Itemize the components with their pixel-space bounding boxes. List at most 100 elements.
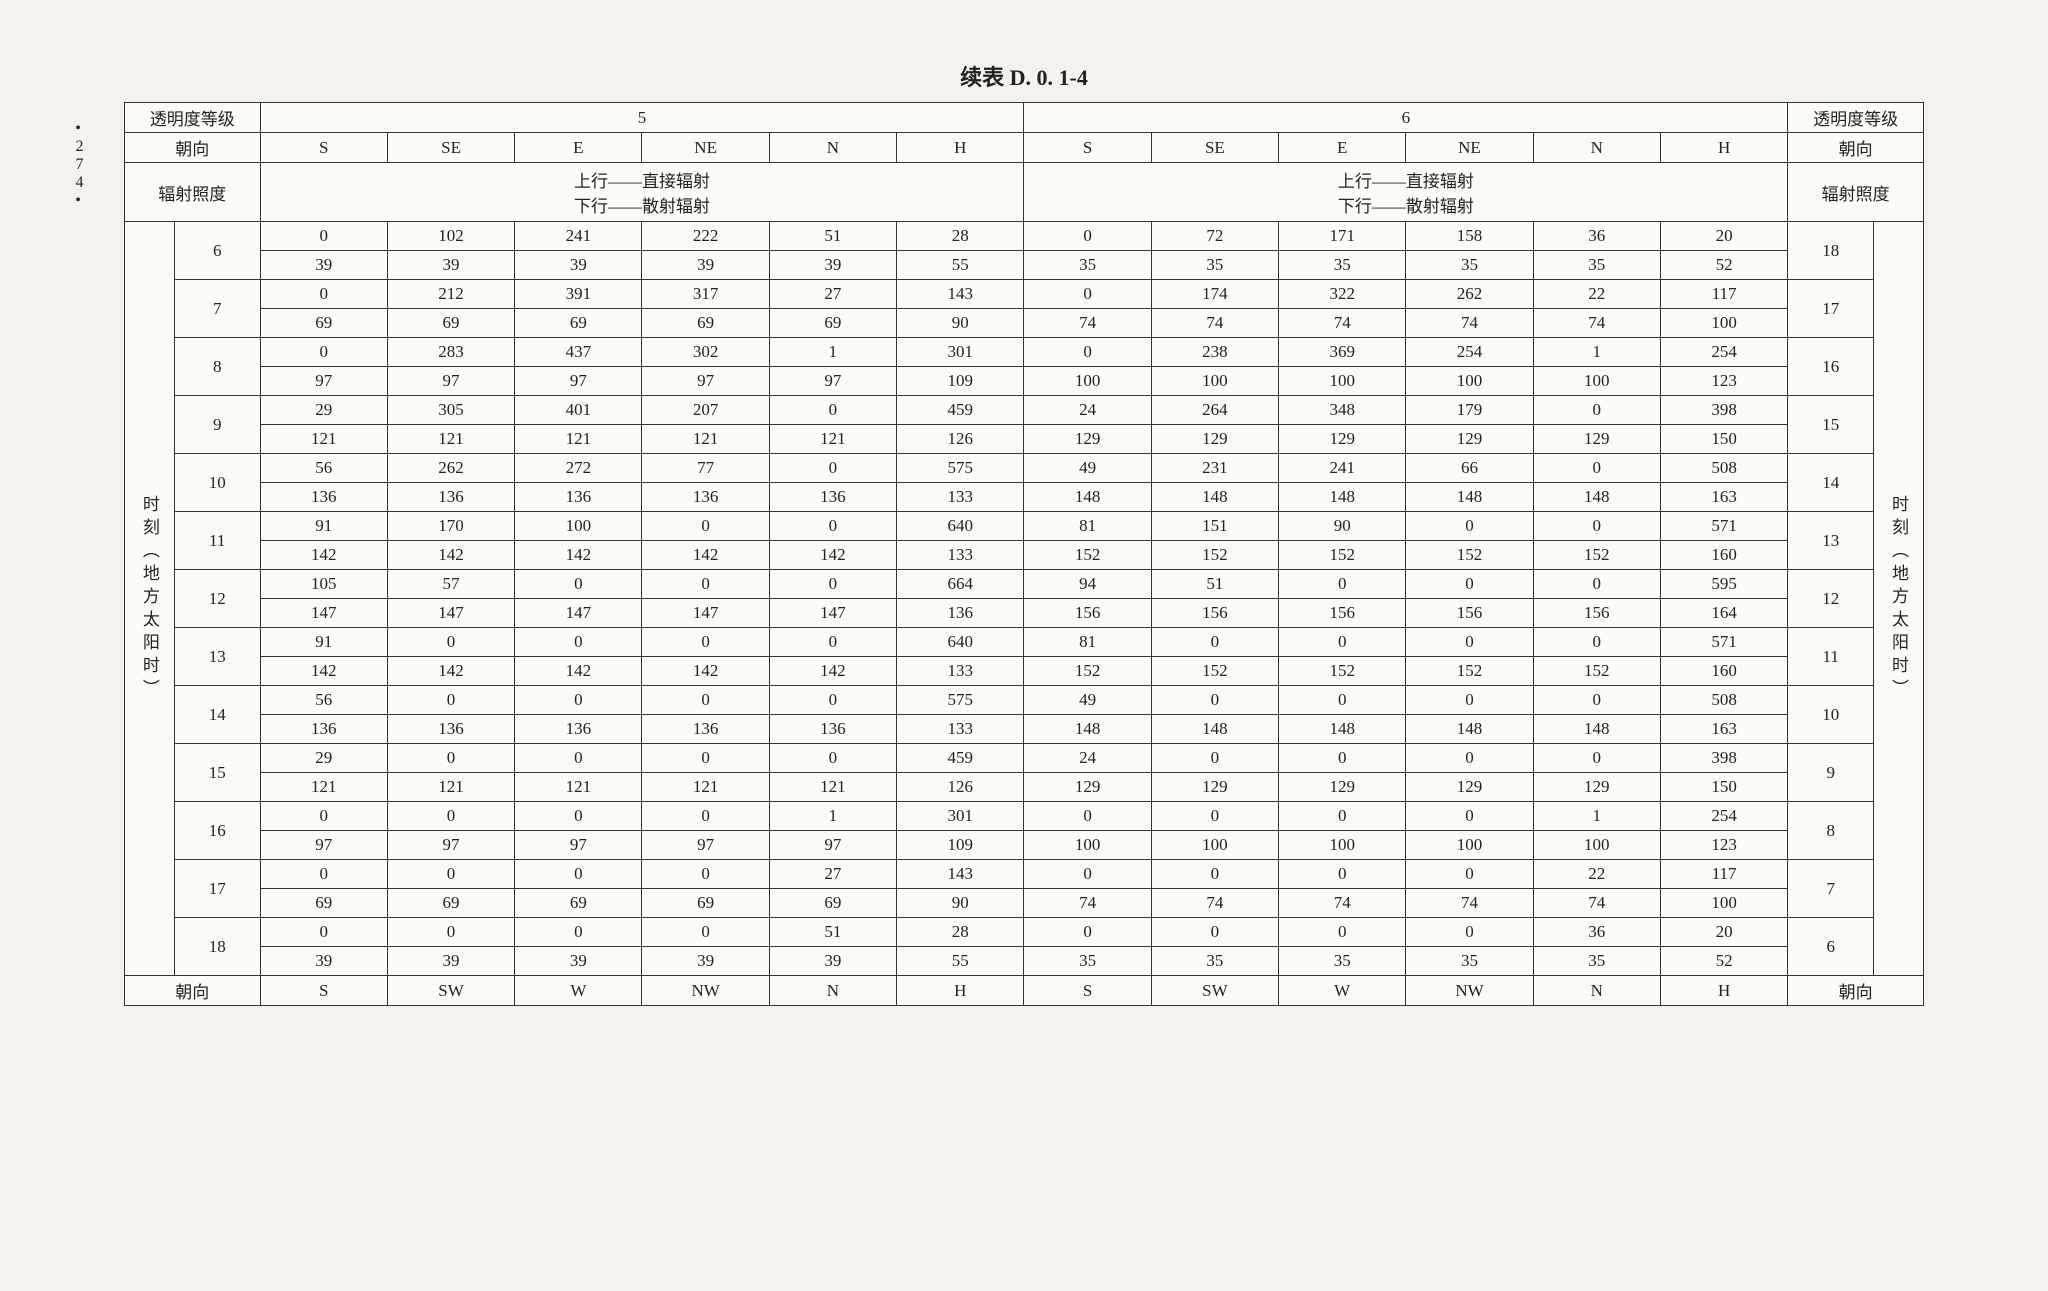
cell: 52 [1660,947,1787,976]
cell: 150 [1660,425,1787,454]
cell: 74 [1533,889,1660,918]
cell: 97 [260,367,387,396]
cell: 158 [1406,222,1533,251]
cell: 0 [515,686,642,715]
cell: 39 [260,251,387,280]
cell: 39 [642,947,769,976]
cell: 0 [1533,686,1660,715]
cell: 57 [387,570,514,599]
cell: 0 [260,860,387,889]
cell: 126 [897,773,1024,802]
cell: 133 [897,657,1024,686]
cell: 0 [515,802,642,831]
hour-left: 6 [174,222,260,280]
group-5: 5 [260,103,1024,133]
radiation-table: 透明度等级56透明度等级朝向SSEENENHSSEENENH朝向辐射照度上行——… [124,102,1924,1006]
cell: 283 [387,338,514,367]
cell: 508 [1660,454,1787,483]
cell: 74 [1151,309,1278,338]
cell: 28 [897,222,1024,251]
table-title: 续表 D. 0. 1-4 [60,60,1988,92]
cell: 129 [1279,773,1406,802]
cell: 55 [897,251,1024,280]
cell: 74 [1279,309,1406,338]
cell: 152 [1151,541,1278,570]
cell: 56 [260,454,387,483]
cell: 0 [515,570,642,599]
cell: 129 [1151,773,1278,802]
cell: 0 [1279,802,1406,831]
cell: 136 [515,483,642,512]
cell: 100 [1024,367,1151,396]
cell: 152 [1533,541,1660,570]
cell: 0 [1406,628,1533,657]
cell: 0 [769,512,896,541]
cell: 123 [1660,367,1787,396]
col-header-top: E [515,133,642,163]
hour-right: 16 [1788,338,1874,396]
cell: 100 [1151,367,1278,396]
col-header-bottom: N [1533,976,1660,1006]
cell: 136 [769,483,896,512]
cell: 254 [1660,802,1787,831]
header-orientation-right: 朝向 [1788,133,1924,163]
col-header-bottom: NW [642,976,769,1006]
cell: 0 [642,628,769,657]
cell: 129 [1024,425,1151,454]
cell: 121 [769,425,896,454]
col-header-top: H [1660,133,1787,163]
cell: 39 [387,947,514,976]
cell: 142 [515,541,642,570]
hour-right: 11 [1788,628,1874,686]
cell: 0 [1406,744,1533,773]
cell: 36 [1533,222,1660,251]
cell: 302 [642,338,769,367]
cell: 148 [1406,483,1533,512]
cell: 148 [1279,715,1406,744]
cell: 575 [897,686,1024,715]
cell: 437 [515,338,642,367]
cell: 74 [1024,889,1151,918]
cell: 129 [1151,425,1278,454]
cell: 148 [1151,483,1278,512]
col-header-bottom: H [1660,976,1787,1006]
hour-right: 7 [1788,860,1874,918]
cell: 0 [387,802,514,831]
group-6: 6 [1024,103,1788,133]
hour-left: 7 [174,280,260,338]
hour-left: 17 [174,860,260,918]
cell: 0 [1151,628,1278,657]
cell: 121 [515,425,642,454]
cell: 100 [1660,889,1787,918]
cell: 0 [515,918,642,947]
radiation-note-6: 上行——直接辐射下行——散射辐射 [1024,163,1788,222]
cell: 133 [897,715,1024,744]
cell: 74 [1279,889,1406,918]
cell: 29 [260,396,387,425]
cell: 148 [1279,483,1406,512]
cell: 0 [387,860,514,889]
cell: 97 [769,367,896,396]
col-header-top: N [1533,133,1660,163]
cell: 121 [642,425,769,454]
cell: 126 [897,425,1024,454]
cell: 74 [1533,309,1660,338]
cell: 0 [1406,570,1533,599]
cell: 156 [1533,599,1660,628]
cell: 55 [897,947,1024,976]
time-label-left: 时刻（地方太阳时） [125,222,175,976]
hour-left: 8 [174,338,260,396]
cell: 148 [1533,483,1660,512]
cell: 0 [769,396,896,425]
cell: 136 [387,483,514,512]
cell: 97 [515,367,642,396]
cell: 100 [1406,831,1533,860]
cell: 1 [1533,802,1660,831]
cell: 100 [1279,367,1406,396]
hour-right: 8 [1788,802,1874,860]
cell: 0 [1151,918,1278,947]
cell: 0 [642,744,769,773]
cell: 27 [769,860,896,889]
cell: 0 [1024,802,1151,831]
cell: 0 [1024,860,1151,889]
